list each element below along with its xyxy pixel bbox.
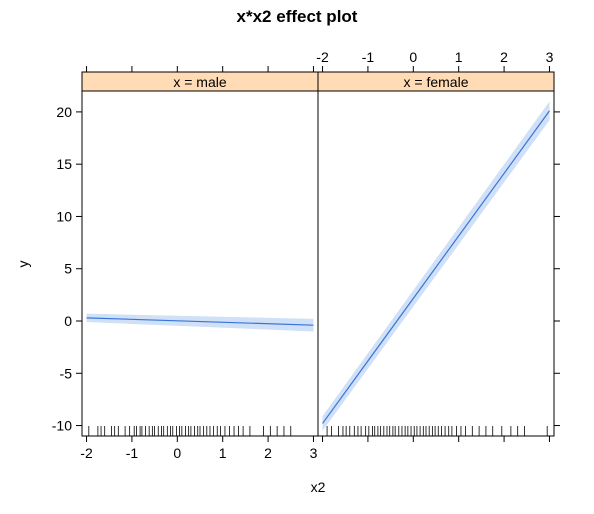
y-tick-label: 10 bbox=[56, 208, 72, 224]
x-tick-label: 1 bbox=[219, 445, 227, 461]
y-tick-label: 0 bbox=[64, 313, 72, 329]
panel-strip-label: x = male bbox=[173, 74, 227, 90]
fit-line bbox=[322, 110, 550, 424]
x-tick-label: 1 bbox=[455, 49, 463, 65]
y-tick-label: -10 bbox=[52, 418, 72, 434]
confidence-band bbox=[86, 313, 314, 332]
panel-1: x = male -2 -1 0 1 2 3 bbox=[80, 66, 319, 461]
x-tick-label: 2 bbox=[500, 49, 508, 65]
x-tick-label: 2 bbox=[264, 445, 272, 461]
y-tick-label: 5 bbox=[64, 261, 72, 277]
x-tick-label: -1 bbox=[362, 49, 375, 65]
chart-title: x*x2 effect plot bbox=[237, 7, 358, 26]
x-tick-label: -2 bbox=[316, 49, 329, 65]
x-tick-label: 0 bbox=[409, 49, 417, 65]
confidence-band bbox=[322, 101, 550, 431]
y-axis-label: y bbox=[15, 261, 31, 268]
panel-frame bbox=[317, 90, 555, 437]
fit-line bbox=[86, 317, 314, 326]
x-tick-label: 3 bbox=[546, 49, 554, 65]
x-tick-label: -2 bbox=[80, 445, 93, 461]
y-tick-label: 20 bbox=[56, 104, 72, 120]
x-tick-label: -1 bbox=[126, 445, 139, 461]
panel-frame bbox=[81, 90, 319, 437]
y-tick-label: -5 bbox=[60, 365, 73, 381]
panel-strip-label: x = female bbox=[404, 74, 469, 90]
x-tick-label: 3 bbox=[310, 445, 318, 461]
y-tick-label: 15 bbox=[56, 156, 72, 172]
x-tick-label: 0 bbox=[173, 445, 181, 461]
panel-2: x = female -2 -1 0 1 2 3 bbox=[316, 49, 555, 442]
x-axis-label: x2 bbox=[311, 479, 326, 495]
panels-layer: x = male-2 -1 0 1 2 3x = female-2 -1 0 1 2 3-10-50… bbox=[52, 49, 560, 461]
